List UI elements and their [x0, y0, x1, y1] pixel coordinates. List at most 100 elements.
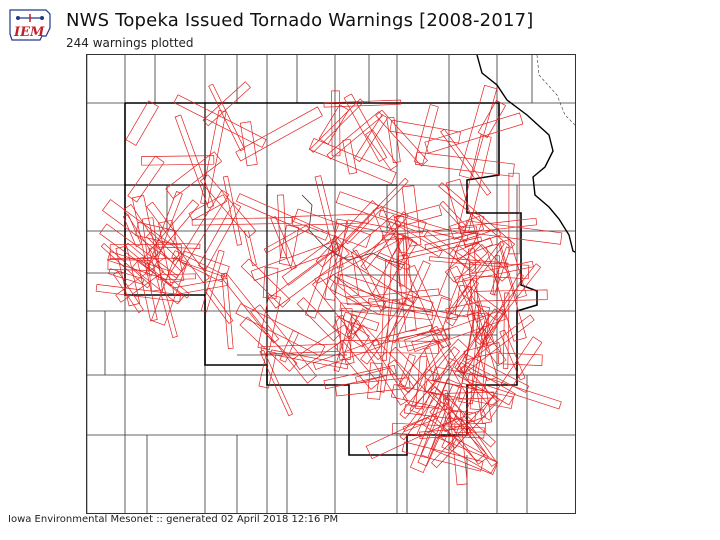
warning-polygon [352, 214, 402, 259]
warning-polygon [467, 372, 562, 410]
warning-polygon [146, 201, 210, 283]
warning-polygon [204, 287, 234, 324]
warning-polygon [454, 308, 504, 375]
warning-polygon [398, 338, 444, 394]
warning-polygon [453, 362, 516, 406]
warning-polygon [333, 314, 358, 373]
warning-polygons [95, 81, 563, 486]
county-boundaries [87, 55, 575, 513]
map-subtitle: 244 warnings plotted [66, 36, 194, 50]
warning-polygon [115, 264, 164, 303]
warning-polygon [243, 230, 257, 267]
warning-polygon [180, 250, 230, 278]
warning-polygon [397, 234, 406, 287]
warning-polygon [339, 307, 353, 360]
warning-polygon [424, 112, 524, 154]
warning-polygon [350, 249, 387, 311]
warning-polygon [367, 298, 459, 321]
warning-polygon [296, 297, 341, 342]
warning-polygon [200, 109, 227, 205]
warning-polygon [454, 284, 473, 318]
warning-polygon [391, 422, 485, 439]
warning-polygon [508, 172, 520, 255]
warning-polygon [324, 218, 348, 301]
logo-text: IEM [13, 25, 45, 40]
warning-polygon [102, 199, 182, 264]
footer-credit: Iowa Environmental Mesonet :: generated … [8, 514, 339, 525]
warning-polygon [467, 312, 498, 381]
warning-polygon [188, 194, 228, 221]
warning-polygon [124, 242, 191, 299]
warning-polygon [191, 217, 293, 226]
warning-polygon [337, 273, 434, 313]
warning-polygon [198, 202, 242, 271]
cwa-boundary [124, 102, 538, 456]
warning-polygon [454, 260, 534, 284]
warning-polygon [393, 204, 443, 228]
warning-polygon [208, 83, 245, 152]
county-line [536, 55, 575, 126]
warning-polygon [502, 292, 510, 369]
warning-polygon [441, 384, 477, 451]
warning-polygon [387, 260, 431, 344]
warning-polygon [367, 362, 384, 400]
warning-polygon [323, 99, 402, 108]
warning-polygon [292, 324, 352, 371]
warning-polygon [250, 304, 317, 384]
warning-polygon [148, 247, 178, 339]
warning-polygon [492, 255, 500, 296]
warning-polygon [360, 211, 409, 271]
warning-polygon [314, 235, 399, 284]
warning-polygon [397, 328, 451, 349]
warning-polygon [387, 359, 415, 393]
warning-polygon [346, 288, 440, 305]
warning-polygon [146, 231, 187, 272]
warning-polygon [401, 441, 484, 472]
warning-polygon [222, 175, 243, 246]
warning-polygon [365, 406, 458, 460]
warning-polygon [107, 259, 151, 271]
warning-polygon [458, 365, 498, 408]
warning-polygon [454, 237, 493, 260]
warning-polygon [415, 151, 515, 177]
warning-polygon [497, 352, 543, 366]
warning-polygon [113, 271, 144, 314]
warning-polygon [125, 100, 159, 146]
warning-polygon [135, 222, 177, 245]
warning-polygon [448, 240, 505, 315]
warning-polygon [450, 418, 489, 465]
warning-polygon [263, 224, 310, 254]
warning-polygon [353, 324, 388, 361]
warning-polygon [142, 199, 200, 265]
warning-polygon [353, 114, 388, 163]
warning-polygon [445, 178, 480, 248]
warning-polygon [335, 377, 411, 397]
warning-polygon [221, 272, 234, 349]
warning-polygon [293, 208, 372, 249]
warning-polygon [474, 289, 548, 302]
warning-polygon [239, 121, 258, 167]
warning-polygon [458, 84, 498, 180]
warning-polygon [458, 304, 490, 405]
warning-polygon [365, 129, 399, 171]
warning-polygon [173, 94, 267, 148]
warning-polygon [235, 106, 323, 162]
warning-polygon [329, 274, 372, 311]
warning-polygon [402, 338, 469, 408]
warning-polygon [331, 242, 420, 305]
warning-polygon [403, 327, 448, 352]
warning-polygon [402, 236, 483, 260]
warning-polygon [200, 249, 225, 313]
warning-polygon [444, 391, 495, 400]
cwa-outline [124, 102, 538, 456]
warning-polygon [396, 254, 417, 332]
warning-polygon [260, 343, 339, 355]
warning-polygon [270, 349, 349, 370]
warning-polygon [136, 256, 158, 322]
warning-polygon [220, 272, 280, 344]
warning-polygon [199, 174, 257, 238]
warning-polygon [461, 276, 495, 345]
warning-polygon [485, 243, 527, 342]
warnings-map [86, 54, 576, 514]
warning-polygon [409, 368, 438, 415]
